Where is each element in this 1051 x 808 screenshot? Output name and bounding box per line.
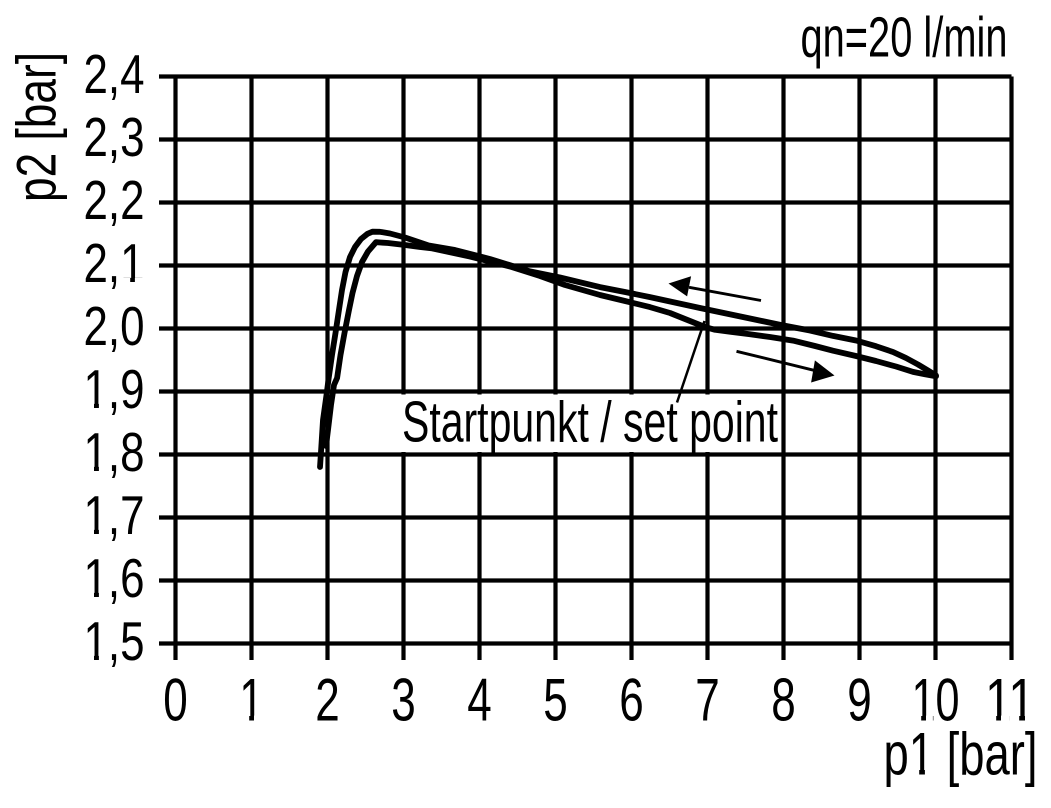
svg-text:2,0: 2,0 bbox=[84, 295, 145, 357]
svg-text:p1 [bar]: p1 [bar] bbox=[884, 721, 1038, 788]
svg-text:8: 8 bbox=[771, 667, 796, 734]
svg-text:1,5: 1,5 bbox=[84, 610, 145, 672]
svg-text:10: 10 bbox=[912, 667, 960, 734]
svg-text:2,3: 2,3 bbox=[84, 106, 145, 168]
svg-text:0: 0 bbox=[163, 667, 188, 734]
svg-text:2,1: 2,1 bbox=[84, 232, 145, 294]
svg-text:2,4: 2,4 bbox=[84, 43, 145, 105]
svg-text:qn=20 l/min: qn=20 l/min bbox=[801, 6, 1008, 69]
svg-text:1,7: 1,7 bbox=[84, 484, 145, 546]
svg-text:Startpunkt / set point: Startpunkt / set point bbox=[402, 391, 778, 455]
svg-text:2: 2 bbox=[315, 667, 340, 734]
svg-text:4: 4 bbox=[467, 667, 492, 734]
svg-text:1,6: 1,6 bbox=[84, 547, 145, 609]
svg-text:6: 6 bbox=[619, 667, 644, 734]
svg-text:2,2: 2,2 bbox=[84, 169, 145, 231]
svg-text:p2 [bar]: p2 [bar] bbox=[4, 52, 67, 202]
svg-text:1,8: 1,8 bbox=[84, 421, 145, 483]
svg-text:5: 5 bbox=[543, 667, 568, 734]
svg-text:11: 11 bbox=[985, 667, 1035, 734]
svg-text:9: 9 bbox=[847, 667, 872, 734]
svg-text:1: 1 bbox=[239, 667, 264, 734]
svg-text:1,9: 1,9 bbox=[84, 358, 145, 420]
svg-text:3: 3 bbox=[391, 667, 416, 734]
svg-text:7: 7 bbox=[695, 667, 720, 734]
